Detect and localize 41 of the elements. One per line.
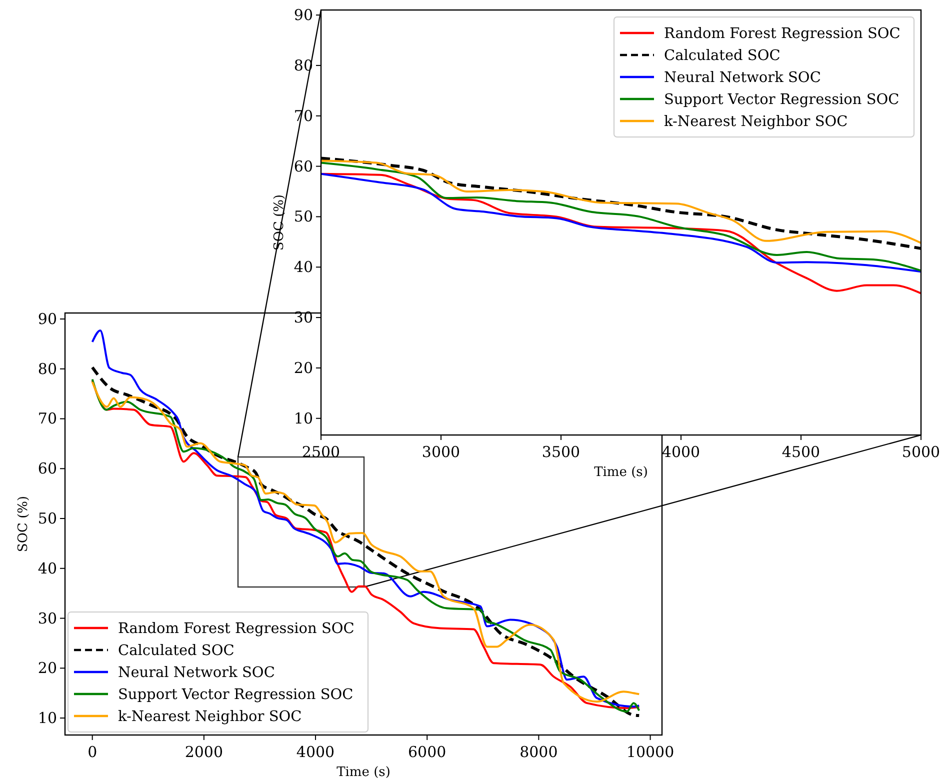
y-tick-label: 60 (38, 460, 57, 478)
legend-label: Random Forest Regression SOC (664, 26, 900, 42)
x-tick-label: 6000 (408, 743, 446, 761)
x-tick-label: 0 (88, 743, 98, 761)
y-tick-label: 50 (294, 208, 313, 226)
x-tick-label: 8000 (520, 743, 558, 761)
x-tick-label: 2500 (302, 443, 340, 461)
legend-label: k-Nearest Neighbor SOC (664, 114, 848, 130)
y-tick-label: 90 (38, 310, 57, 328)
legend-label: Calculated SOC (664, 48, 780, 64)
legend-label: Neural Network SOC (664, 70, 821, 86)
y-tick-label: 70 (38, 410, 57, 428)
x-axis-title: Time (s) (336, 765, 390, 780)
x-tick-label: 2000 (184, 743, 224, 761)
x-tick-label: 3000 (422, 443, 460, 461)
x-tick-label: 4000 (662, 443, 700, 461)
x-tick-label: 5000 (902, 443, 940, 461)
line-series (321, 172, 921, 294)
x-tick-label: 4500 (782, 443, 820, 461)
y-tick-label: 50 (38, 510, 57, 528)
y-tick-label: 40 (38, 559, 57, 578)
y-tick-label: 20 (38, 659, 57, 678)
legend-label: k-Nearest Neighbor SOC (118, 709, 302, 725)
y-tick-label: 20 (294, 358, 313, 377)
legend-label: Neural Network SOC (118, 665, 275, 681)
x-tick-label: 4000 (296, 743, 335, 761)
x-tick-label: 10000 (626, 743, 674, 761)
y-tick-label: 60 (294, 157, 313, 176)
legend-label: Calculated SOC (118, 643, 234, 659)
legend-label: Random Forest Regression SOC (118, 621, 354, 637)
y-tick-label: 40 (294, 258, 313, 276)
y-tick-label: 30 (38, 609, 57, 628)
x-tick-label: 3500 (542, 443, 580, 461)
y-tick-label: 10 (294, 409, 313, 428)
legend-label: Support Vector Regression SOC (118, 687, 354, 703)
y-tick-label: 80 (38, 360, 57, 378)
legend-label: Support Vector Regression SOC (664, 92, 900, 108)
y-tick-label: 90 (294, 6, 313, 24)
y-tick-label: 10 (38, 709, 57, 728)
y-axis-title: SOC (%) (16, 496, 31, 552)
x-axis-title: Time (s) (594, 465, 648, 480)
